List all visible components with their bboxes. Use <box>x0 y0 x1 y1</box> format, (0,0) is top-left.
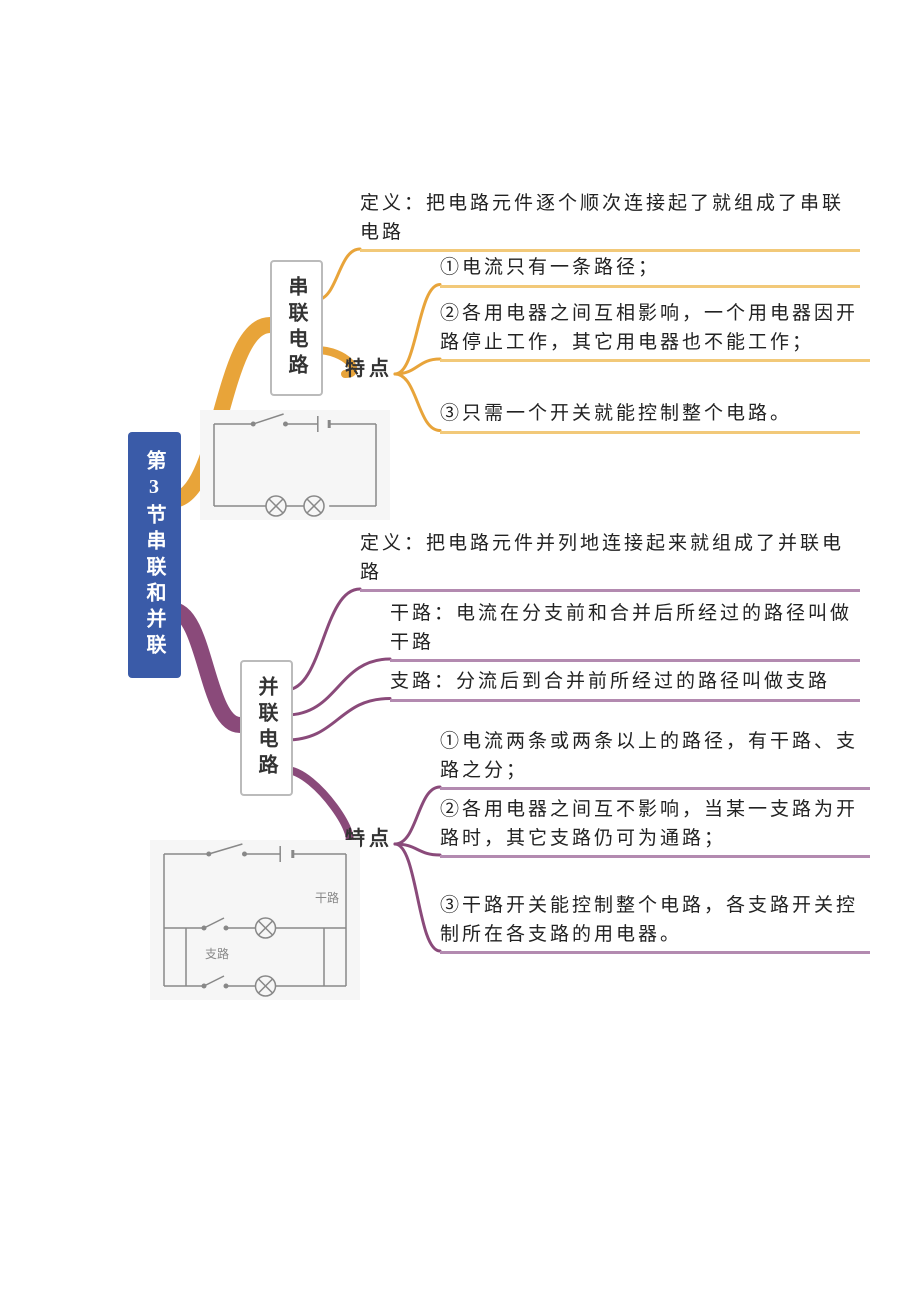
parallel-feature-2: ②各用电器之间互不影响，当某一支路为开路时，其它支路仍可为通路； <box>440 796 870 858</box>
parallel-definition: 定义：把电路元件并列地连接起来就组成了并联电路 <box>360 530 860 592</box>
series-circuit-diagram <box>200 410 390 520</box>
svg-text:干路: 干路 <box>315 890 339 905</box>
series-feature-3: ③只需一个开关就能控制整个电路。 <box>440 400 860 434</box>
parallel-zhilu: 支路：分流后到合并前所经过的路径叫做支路 <box>390 668 860 702</box>
parallel-feature-3: ③干路开关能控制整个电路，各支路开关控制所在各支路的用电器。 <box>440 892 870 954</box>
series-features-label: 特点 <box>345 352 393 381</box>
root-node: 第3节串联和并联 <box>128 432 181 678</box>
series-feature-1: ①电流只有一条路径； <box>440 254 860 288</box>
parallel-topic-box: 并联电路 <box>240 660 293 796</box>
series-topic-box: 串联电路 <box>270 260 323 396</box>
parallel-feature-1: ①电流两条或两条以上的路径，有干路、支路之分； <box>440 728 870 790</box>
svg-text:支路: 支路 <box>205 946 229 961</box>
parallel-circuit-diagram: 干路支路 <box>150 840 360 1000</box>
series-definition: 定义：把电路元件逐个顺次连接起了就组成了串联电路 <box>360 190 860 252</box>
series-feature-2: ②各用电器之间互相影响，一个用电器因开路停止工作，其它用电器也不能工作； <box>440 300 870 362</box>
parallel-ganlu: 干路：电流在分支前和合并后所经过的路径叫做干路 <box>390 600 860 662</box>
